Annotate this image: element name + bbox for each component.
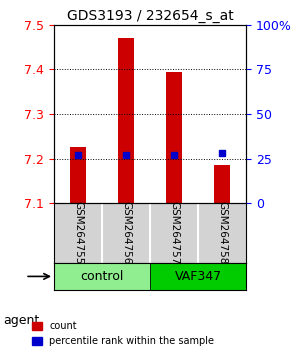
Bar bbox=[166, 72, 182, 203]
Bar bbox=[70, 147, 86, 203]
Text: VAF347: VAF347 bbox=[174, 270, 222, 283]
FancyBboxPatch shape bbox=[54, 263, 150, 290]
Text: GDS3193 / 232654_s_at: GDS3193 / 232654_s_at bbox=[67, 9, 233, 23]
Legend: count, percentile rank within the sample: count, percentile rank within the sample bbox=[29, 319, 217, 349]
Bar bbox=[118, 38, 134, 203]
Text: GSM264756: GSM264756 bbox=[121, 201, 131, 264]
Text: agent: agent bbox=[3, 314, 39, 327]
Bar bbox=[214, 165, 230, 203]
FancyBboxPatch shape bbox=[150, 263, 246, 290]
Text: GSM264758: GSM264758 bbox=[217, 201, 227, 264]
Text: control: control bbox=[80, 270, 124, 283]
Text: GSM264755: GSM264755 bbox=[73, 201, 83, 264]
Text: GSM264757: GSM264757 bbox=[169, 201, 179, 264]
